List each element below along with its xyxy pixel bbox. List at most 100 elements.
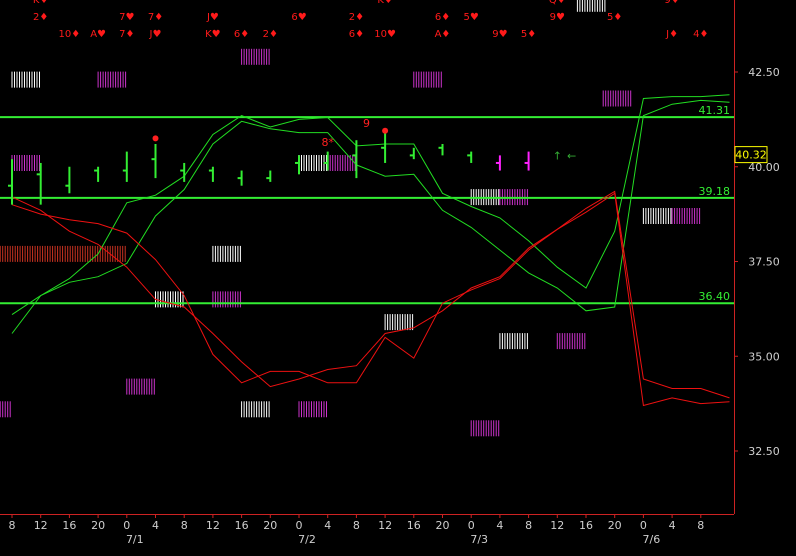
y-tick-label: 42.50 xyxy=(748,66,780,79)
time-block xyxy=(602,90,632,107)
x-tick-label: 4 xyxy=(496,519,503,532)
arrow-marker: ← xyxy=(567,149,576,162)
card-label: A♦ xyxy=(435,29,451,40)
time-block xyxy=(11,71,40,88)
horizontal-level-label: 36.40 xyxy=(699,290,731,303)
price-bar xyxy=(409,147,415,160)
arrow-marker: ↑ xyxy=(553,149,562,162)
price-bars-layer: 8* 9 ↑ ← xyxy=(8,117,576,205)
price-bar xyxy=(266,170,272,182)
y-tick-label: 35.00 xyxy=(748,350,780,363)
time-block xyxy=(327,155,356,171)
card-label: 6♦ xyxy=(234,29,249,40)
price-bar xyxy=(208,166,214,182)
price-bar xyxy=(8,159,13,205)
current-price-tag: 40.32 xyxy=(734,146,768,164)
card-label: 2♦ xyxy=(33,12,48,23)
card-label: 5♦ xyxy=(521,29,536,40)
y-axis[interactable]: 42.50 40.00 37.50 35.00 32.50 xyxy=(734,66,780,458)
price-bar xyxy=(381,132,387,163)
x-tick-label: 8 xyxy=(9,519,16,532)
time-blocks-layer xyxy=(0,0,701,437)
date-label: 7/6 xyxy=(643,533,661,546)
time-block xyxy=(126,378,155,395)
date-label: 7/3 xyxy=(470,533,488,546)
time-block xyxy=(413,71,442,88)
date-label: 7/2 xyxy=(298,533,316,546)
series-line xyxy=(11,190,730,399)
time-block xyxy=(556,333,586,350)
card-label: 9♥ xyxy=(492,29,507,40)
card-label: J♥ xyxy=(206,12,219,23)
time-block xyxy=(0,245,126,262)
card-label: J♥ xyxy=(149,29,162,40)
price-bar xyxy=(94,166,100,182)
card-label: 6♦ xyxy=(349,29,364,40)
time-block xyxy=(241,48,270,65)
card-label: 10♥ xyxy=(374,29,396,40)
x-tick-label: 4 xyxy=(152,519,159,532)
horizontal-levels-layer: 41.31 39.18 36.40 xyxy=(0,104,734,305)
price-bar xyxy=(122,151,128,182)
x-tick-label: 0 xyxy=(468,519,475,532)
price-bar xyxy=(295,155,300,175)
x-tick-label: 20 xyxy=(263,519,277,532)
date-label: 7/1 xyxy=(126,533,144,546)
bar-annotation: 8* xyxy=(321,136,334,149)
card-label: 2♦ xyxy=(263,29,278,40)
x-axis[interactable]: 8 12 16 20 0 4 8 12 16 20 0 4 8 12 16 20 0 4 8 12 16 20 0 4 8 7/1… xyxy=(9,514,705,546)
card-label: J♦ xyxy=(665,29,678,40)
x-tick-label: 12 xyxy=(34,519,48,532)
signal-dot xyxy=(382,127,389,134)
price-bar xyxy=(180,162,186,182)
x-tick-label: 20 xyxy=(91,519,105,532)
card-label: K♥ xyxy=(377,0,393,6)
x-tick-label: 12 xyxy=(206,519,220,532)
time-block xyxy=(642,208,672,224)
current-price-box xyxy=(734,146,768,164)
price-bar xyxy=(151,144,157,179)
time-block xyxy=(97,71,127,88)
card-label: 10♦ xyxy=(59,29,81,40)
x-tick-label: 8 xyxy=(525,519,532,532)
series-line xyxy=(11,94,730,334)
card-label: K♥ xyxy=(205,29,221,40)
card-label: Q♦ xyxy=(549,0,566,6)
price-bar xyxy=(237,170,243,186)
card-label: 6♦ xyxy=(435,12,450,23)
price-bar xyxy=(323,151,329,171)
price-bar xyxy=(352,140,358,179)
card-label: 7♦ xyxy=(148,12,163,23)
x-tick-label: 12 xyxy=(550,519,564,532)
x-tick-label: 16 xyxy=(235,519,249,532)
card-label: 9♥ xyxy=(550,12,565,23)
y-tick-label: 32.50 xyxy=(748,445,780,458)
x-tick-label: 4 xyxy=(324,519,331,532)
y-tick-label: 40.00 xyxy=(748,161,780,174)
x-tick-label: 0 xyxy=(640,519,647,532)
series-line xyxy=(11,99,730,316)
card-labels-layer: K♦ K♥ Q♦ 9♦ 2♦ 7♥ 7♦ J♥ 6♥ 2♦ 6♦ 5♥ 9♥ 5♦ 10♦ A♥ 7♦ J♥ K♥ 6… xyxy=(33,0,709,40)
series-layer xyxy=(11,94,730,407)
time-block xyxy=(298,401,327,418)
y-tick-label: 37.50 xyxy=(748,256,780,269)
card-label: 7♦ xyxy=(119,29,134,40)
time-block xyxy=(241,401,270,418)
time-block xyxy=(384,314,414,331)
card-label: 9♦ xyxy=(664,0,679,6)
card-label: 6♥ xyxy=(291,12,306,23)
time-block xyxy=(212,245,241,262)
x-tick-label: 4 xyxy=(669,519,676,532)
x-tick-label: 16 xyxy=(579,519,593,532)
signal-dot xyxy=(152,135,159,142)
card-label: 7♥ xyxy=(119,12,134,23)
time-block xyxy=(212,291,241,308)
card-label: 5♥ xyxy=(464,12,479,23)
card-label: 2♦ xyxy=(349,12,364,23)
horizontal-level-label: 39.18 xyxy=(699,185,731,198)
x-tick-label: 20 xyxy=(608,519,622,532)
price-bar xyxy=(36,162,42,205)
price-bar xyxy=(467,151,473,163)
x-tick-label: 12 xyxy=(378,519,392,532)
